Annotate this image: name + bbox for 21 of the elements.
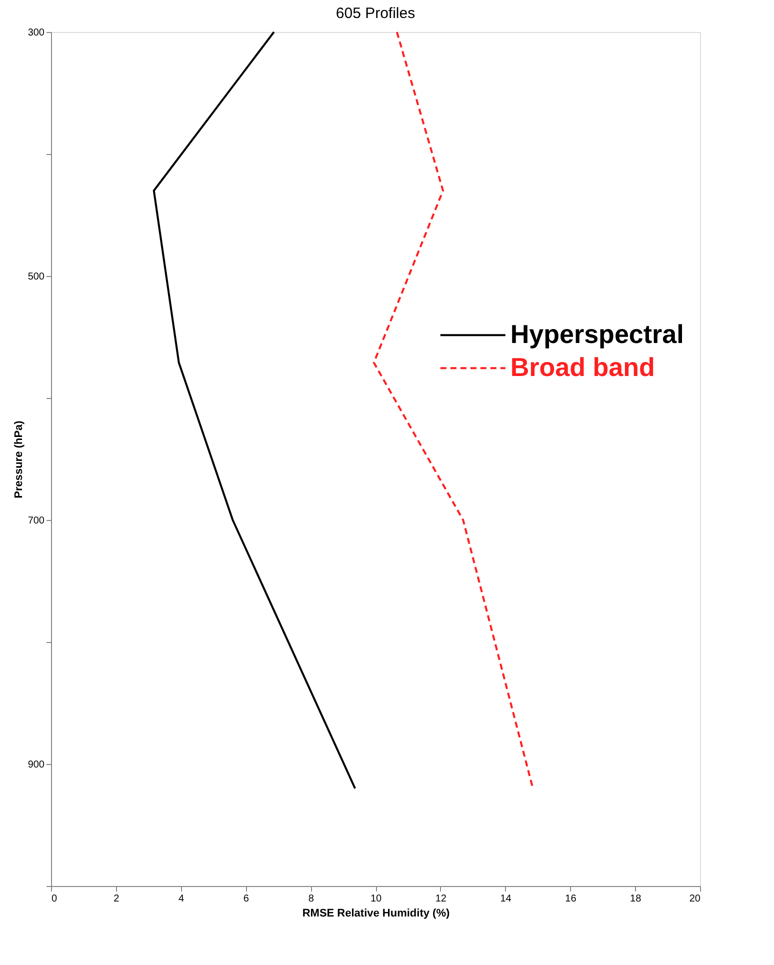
legend-label: Hyperspectral — [510, 319, 684, 350]
x-tick-label: 4 — [178, 894, 185, 904]
x-tick-label: 20 — [689, 894, 701, 904]
y-axis-title: Pressure (hPa) — [12, 420, 25, 498]
x-tick-label: 16 — [565, 894, 577, 904]
x-tick-label: 18 — [630, 894, 642, 904]
x-tick-label: 14 — [500, 894, 512, 904]
x-tick-label: 6 — [243, 894, 250, 904]
y-tick-label: 900 — [28, 760, 45, 770]
chart-title: 605 Profiles — [336, 5, 416, 22]
x-axis-title: RMSE Relative Humidity (%) — [302, 908, 450, 920]
x-tick-label: 0 — [52, 894, 58, 904]
x-tick-label: 2 — [114, 894, 120, 904]
y-tick-label: 300 — [28, 28, 45, 38]
y-tick-label: 700 — [28, 516, 45, 526]
x-tick-label: 10 — [370, 894, 382, 904]
y-tick-label: 500 — [28, 272, 45, 282]
x-tick-label: 8 — [308, 894, 314, 904]
legend-label: Broad band — [510, 352, 655, 382]
x-tick-label: 12 — [435, 894, 447, 904]
line-series — [152, 31, 356, 790]
